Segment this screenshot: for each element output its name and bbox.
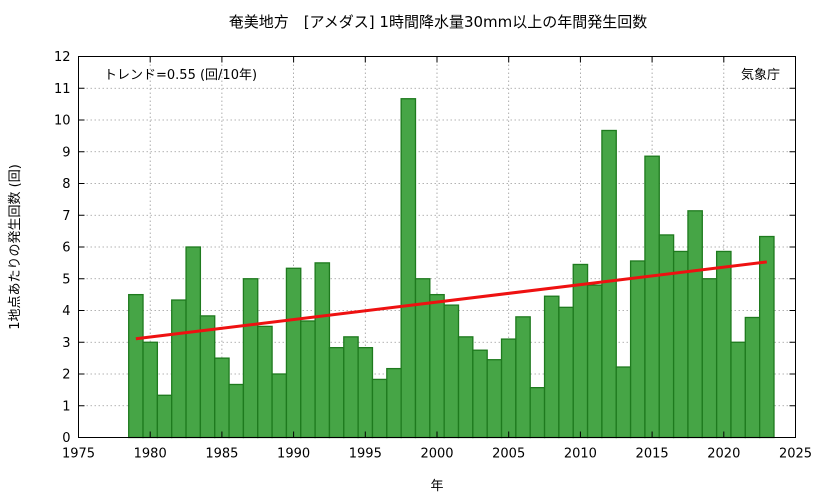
bar xyxy=(328,346,345,439)
bars xyxy=(128,98,775,439)
bar xyxy=(400,98,417,439)
bar xyxy=(601,129,617,439)
y-tick-label: 10 xyxy=(54,114,71,129)
y-tick-label: 11 xyxy=(54,82,71,97)
bar xyxy=(185,246,202,439)
x-tick-label: 1980 xyxy=(134,447,167,462)
bar xyxy=(343,336,359,439)
bar xyxy=(543,295,560,439)
bar xyxy=(371,378,388,439)
bar xyxy=(171,299,187,439)
x-tick-label: 2020 xyxy=(707,447,740,462)
bar xyxy=(586,284,603,439)
bar xyxy=(128,293,144,439)
bar xyxy=(443,304,460,439)
bar xyxy=(629,260,646,439)
bar xyxy=(687,210,703,439)
bar xyxy=(357,346,374,439)
x-tick-label: 2025 xyxy=(779,447,812,462)
y-tick-label: 12 xyxy=(54,50,71,65)
x-tick-label: 2005 xyxy=(492,447,525,462)
y-tick-label: 4 xyxy=(62,304,70,319)
bar xyxy=(658,234,675,439)
ticks xyxy=(78,56,796,438)
bar xyxy=(314,262,331,439)
bar xyxy=(472,349,488,439)
bar xyxy=(142,341,159,439)
trend-group xyxy=(135,260,768,341)
bar xyxy=(615,366,632,439)
y-tick-label: 9 xyxy=(62,145,70,160)
bar xyxy=(257,325,273,439)
bar xyxy=(156,394,173,439)
source-label: 気象庁 xyxy=(741,67,780,83)
bar xyxy=(429,293,445,439)
bar xyxy=(300,320,316,439)
y-tick-label: 3 xyxy=(62,336,70,351)
bar xyxy=(672,250,689,439)
chart-title: 奄美地方 [アメダス] 1時間降水量30mm以上の年間発生回数 xyxy=(229,13,648,31)
x-tick-label: 2015 xyxy=(636,447,669,462)
bar xyxy=(529,387,546,439)
bar xyxy=(515,316,531,439)
x-tick-label: 2000 xyxy=(420,447,453,462)
bar xyxy=(285,267,302,439)
bar xyxy=(386,367,402,439)
y-tick-label: 2 xyxy=(62,368,70,383)
bar xyxy=(242,278,259,439)
y-tick-label: 0 xyxy=(62,431,70,446)
bar xyxy=(759,235,775,439)
bar xyxy=(572,263,589,439)
trend-label: トレンド=0.55 (回/10年) xyxy=(104,68,257,83)
bar xyxy=(271,373,288,439)
bar xyxy=(730,341,746,439)
bar xyxy=(644,155,660,439)
bar xyxy=(457,336,474,439)
x-tick-label: 1985 xyxy=(205,447,238,462)
x-tick-label: 1990 xyxy=(277,447,310,462)
bar xyxy=(715,250,732,439)
bar xyxy=(558,306,574,439)
y-tick-label: 6 xyxy=(62,241,70,256)
bar xyxy=(744,316,761,439)
bar xyxy=(199,315,216,439)
y-tick-label: 1 xyxy=(62,399,70,414)
x-axis-label: 年 xyxy=(430,479,443,494)
x-tick-label: 1995 xyxy=(349,447,382,462)
bar xyxy=(214,357,230,439)
y-tick-label: 8 xyxy=(62,177,70,192)
bar xyxy=(701,278,718,439)
y-tick-label: 5 xyxy=(62,272,70,287)
bar xyxy=(500,338,517,439)
x-tick-label: 1975 xyxy=(62,447,95,462)
bar xyxy=(486,359,503,439)
y-axis-label: 1地点あたりの発生回数 (回) xyxy=(8,164,23,330)
x-tick-label: 2010 xyxy=(564,447,597,462)
y-tick-label: 7 xyxy=(62,209,70,224)
x-tick-labels: 1975 1980 1985 1990 1995 2000 2005 2010 2015 2020… xyxy=(62,447,812,462)
bar xyxy=(228,383,245,439)
trend-line xyxy=(135,260,768,341)
